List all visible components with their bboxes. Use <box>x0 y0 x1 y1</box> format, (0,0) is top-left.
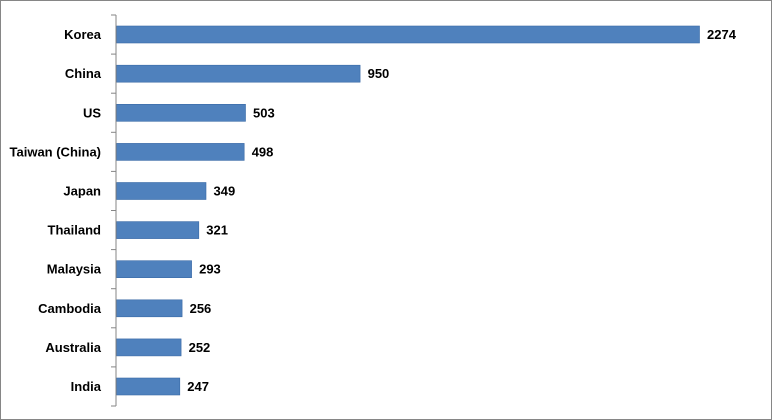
category-label: Japan <box>63 184 101 199</box>
value-label: 247 <box>187 379 209 394</box>
bar-cambodia <box>116 299 183 318</box>
category-label: Cambodia <box>38 301 102 316</box>
bar-japan <box>116 182 207 200</box>
bar-china <box>116 64 361 83</box>
value-label: 293 <box>199 262 221 277</box>
category-label: Thailand <box>48 223 102 238</box>
category-label: Korea <box>64 27 102 42</box>
value-label: 256 <box>190 301 212 316</box>
value-label: 349 <box>214 184 236 199</box>
category-label: US <box>83 105 101 120</box>
value-label: 2274 <box>707 27 737 42</box>
category-label: India <box>71 379 102 394</box>
value-label: 321 <box>206 223 228 238</box>
bar-malaysia <box>116 260 192 279</box>
labels-layer: Korea 2274 China 950 US 503 Taiwan (China) 498 J… <box>10 27 737 394</box>
bar-australia <box>116 338 182 357</box>
bar-korea <box>116 25 700 44</box>
category-label: China <box>65 66 102 81</box>
y-axis <box>111 14 117 407</box>
value-label: 503 <box>253 105 275 120</box>
value-label: 252 <box>189 340 211 355</box>
value-label: 950 <box>368 66 390 81</box>
bar-taiwan-china <box>116 143 245 161</box>
bar-us <box>116 104 246 122</box>
bar-india <box>116 377 181 396</box>
category-label: Australia <box>45 340 101 355</box>
bar-thailand <box>116 221 200 239</box>
category-label: Taiwan (China) <box>10 144 101 159</box>
category-label: Malaysia <box>47 262 102 277</box>
value-label: 498 <box>252 144 274 159</box>
